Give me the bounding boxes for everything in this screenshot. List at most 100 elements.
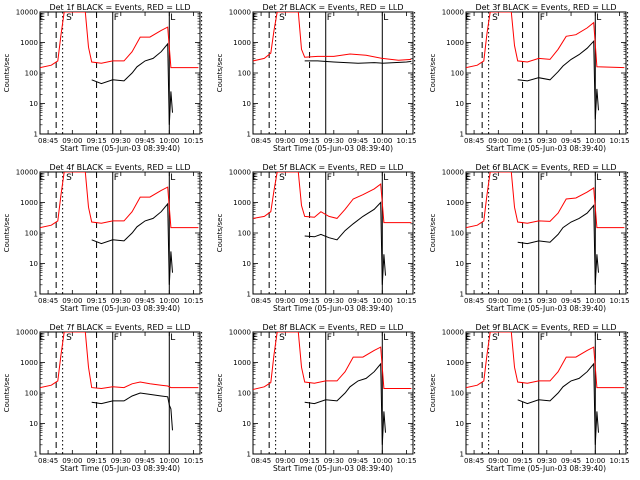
y-tick-label: 1 xyxy=(247,291,251,299)
x-tick-label: 10:15 xyxy=(609,137,629,145)
detector-panel-2: Det 2f BLACK = Events, RED = LLD Counts/s… xyxy=(216,3,417,153)
plot-frame xyxy=(39,171,201,295)
marker-label-F: F xyxy=(114,13,119,23)
y-tick-label: 10000 xyxy=(442,9,464,17)
plot-title: Det 1f BLACK = Events, RED = LLD xyxy=(49,3,190,12)
x-axis-label: Start Time (05-Jun-03 08:39:40) xyxy=(60,304,180,313)
x-tick-label: 10:00 xyxy=(585,137,605,145)
y-tick-label: 10000 xyxy=(16,329,38,337)
y-tick-label: 10 xyxy=(242,100,251,108)
marker-label-L: L xyxy=(383,173,388,183)
marker-label-F: F xyxy=(114,333,119,343)
series-line-events xyxy=(517,362,599,445)
x-tick-label: 08:45 xyxy=(251,457,271,465)
marker-label-F: F xyxy=(540,173,545,183)
x-tick-label: 09:45 xyxy=(561,297,581,305)
x-tick-label: 10:00 xyxy=(585,457,605,465)
x-tick-label: 09:15 xyxy=(512,297,532,305)
y-tick-label: 1 xyxy=(34,131,38,139)
series-line-events xyxy=(304,362,386,445)
y-tick-label: 100 xyxy=(451,70,464,78)
x-tick-label: 09:30 xyxy=(537,457,557,465)
x-tick-label: 09:00 xyxy=(488,297,508,305)
series-line-lld xyxy=(40,332,199,390)
marker-label-L: L xyxy=(170,13,175,23)
series-line-events xyxy=(91,392,173,431)
marker-label-S: S xyxy=(66,333,72,343)
x-tick-label: 08:45 xyxy=(251,297,271,305)
y-axis-label: Counts/sec xyxy=(216,54,224,93)
x-tick-label: 10:15 xyxy=(609,297,629,305)
x-tick-label: 09:00 xyxy=(62,137,82,145)
x-axis-label: Start Time (05-Jun-03 08:39:40) xyxy=(486,464,606,473)
marker-label-S: S xyxy=(492,173,498,183)
x-tick-label: 09:30 xyxy=(111,137,131,145)
x-axis-label: Start Time (05-Jun-03 08:39:40) xyxy=(60,464,180,473)
marker-label-L: L xyxy=(596,13,601,23)
y-tick-label: 1 xyxy=(34,451,38,459)
y-tick-label: 1000 xyxy=(20,359,38,367)
x-tick-label: 09:45 xyxy=(561,137,581,145)
plot-frame xyxy=(465,331,627,455)
x-tick-label: 10:00 xyxy=(372,457,392,465)
detector-panel-9: Det 9f BLACK = Events, RED = LLD Counts/s… xyxy=(429,323,630,473)
series-line-lld xyxy=(253,332,412,390)
marker-label-E: E xyxy=(39,13,45,23)
y-tick-label: 100 xyxy=(451,230,464,238)
series-line-lld xyxy=(40,12,199,69)
y-tick-label: 1000 xyxy=(233,39,251,47)
x-tick-label: 09:45 xyxy=(348,297,368,305)
marker-label-F: F xyxy=(327,173,332,183)
plot-frame xyxy=(252,171,414,295)
y-tick-label: 100 xyxy=(238,390,251,398)
x-tick-label: 09:00 xyxy=(62,457,82,465)
y-tick-label: 100 xyxy=(238,70,251,78)
x-tick-label: 10:00 xyxy=(585,297,605,305)
marker-label-E: E xyxy=(252,13,258,23)
y-tick-label: 10 xyxy=(242,260,251,268)
y-tick-label: 10000 xyxy=(229,169,251,177)
x-axis-label: Start Time (05-Jun-03 08:39:40) xyxy=(273,144,393,153)
marker-label-S: S xyxy=(66,13,72,23)
y-tick-label: 1000 xyxy=(446,39,464,47)
x-tick-label: 08:45 xyxy=(38,457,58,465)
marker-label-E: E xyxy=(465,333,471,343)
y-axis-label: Counts/sec xyxy=(216,374,224,413)
x-tick-label: 10:00 xyxy=(372,297,392,305)
x-tick-label: 09:30 xyxy=(324,457,344,465)
series-line-events xyxy=(304,201,386,285)
series-line-events xyxy=(91,42,173,125)
x-tick-label: 09:15 xyxy=(299,457,319,465)
x-tick-label: 08:45 xyxy=(464,457,484,465)
y-tick-label: 10000 xyxy=(442,329,464,337)
y-axis-label: Counts/sec xyxy=(3,374,11,413)
marker-label-E: E xyxy=(39,173,45,183)
marker-label-L: L xyxy=(170,333,175,343)
y-axis-label: Counts/sec xyxy=(3,54,11,93)
y-tick-label: 100 xyxy=(25,70,38,78)
x-tick-label: 10:15 xyxy=(183,137,203,145)
marker-label-F: F xyxy=(114,173,119,183)
x-tick-label: 09:15 xyxy=(86,457,106,465)
x-tick-label: 09:15 xyxy=(299,297,319,305)
x-tick-label: 10:15 xyxy=(183,457,203,465)
y-tick-label: 1 xyxy=(34,291,38,299)
series-line-lld xyxy=(253,172,412,224)
y-tick-label: 10 xyxy=(242,420,251,428)
y-tick-label: 10 xyxy=(455,420,464,428)
marker-label-S: S xyxy=(492,13,498,23)
y-tick-label: 1000 xyxy=(233,199,251,207)
x-tick-label: 08:45 xyxy=(38,297,58,305)
y-tick-label: 1000 xyxy=(233,359,251,367)
y-tick-label: 1000 xyxy=(20,39,38,47)
plot-title: Det 7f BLACK = Events, RED = LLD xyxy=(49,323,190,332)
marker-label-L: L xyxy=(596,333,601,343)
plot-title: Det 2f BLACK = Events, RED = LLD xyxy=(262,3,403,12)
x-tick-label: 09:00 xyxy=(275,297,295,305)
y-tick-label: 1 xyxy=(460,451,464,459)
x-tick-label: 09:15 xyxy=(512,457,532,465)
plot-title: Det 5f BLACK = Events, RED = LLD xyxy=(262,163,403,172)
plot-title: Det 6f BLACK = Events, RED = LLD xyxy=(475,163,616,172)
marker-label-L: L xyxy=(596,173,601,183)
marker-label-E: E xyxy=(252,173,258,183)
